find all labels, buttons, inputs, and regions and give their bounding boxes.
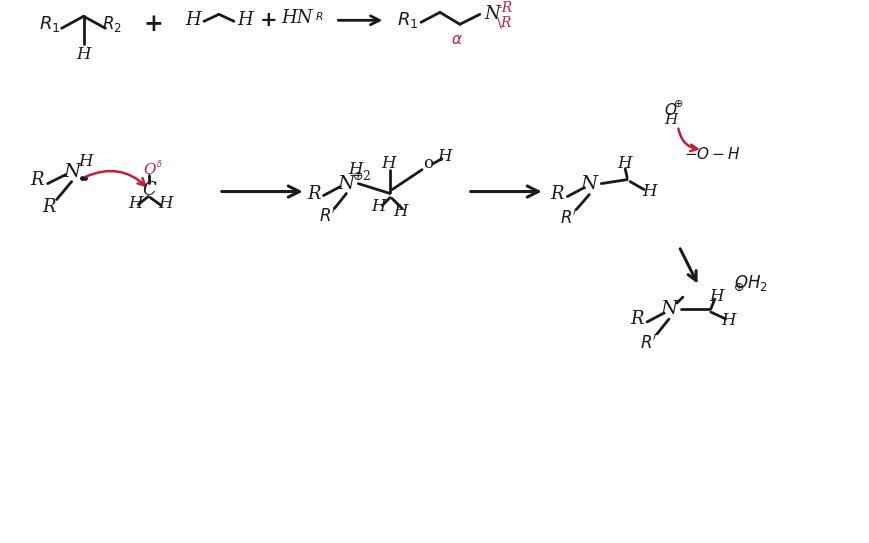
Text: H: H [76,46,90,62]
Text: $R'$: $R'$ [318,207,336,226]
Text: $R_2$: $R_2$ [102,14,121,34]
Text: H: H [616,155,631,172]
Text: $O$: $O$ [664,102,677,118]
Text: H: H [393,203,407,220]
Text: C: C [143,181,156,199]
Text: H: H [720,312,735,330]
Text: +: + [260,10,277,30]
Text: H: H [370,198,385,215]
Text: N: N [580,175,597,193]
Text: H: H [348,161,362,178]
Text: HN: HN [281,9,312,27]
Text: H: H [185,11,201,29]
Text: R: R [307,185,320,203]
Text: H: H [664,113,677,127]
Text: $_R$: $_R$ [315,9,323,23]
Text: N: N [337,175,355,193]
Text: 2: 2 [362,170,370,183]
Text: H: H [381,155,395,172]
Text: $^{\delta}$: $^{\delta}$ [156,160,163,169]
Text: $\backslash$R: $\backslash$R [496,14,513,30]
Text: O: O [143,163,156,176]
Text: o: o [422,155,433,172]
Text: H: H [128,195,143,212]
Text: $\alpha$: $\alpha$ [450,33,462,47]
Text: N: N [63,163,80,181]
Text: H: H [641,183,655,200]
Text: H: H [158,195,172,212]
Text: H: H [709,288,723,305]
Text: $-O-H$: $-O-H$ [684,146,740,162]
Text: $\oplus$: $\oplus$ [672,98,682,110]
Text: H: H [78,153,93,170]
Text: R: R [550,185,564,203]
Text: $R'$: $R'$ [560,209,578,228]
Text: $R_1$: $R_1$ [397,10,418,30]
Text: -R: -R [496,1,512,15]
Text: +: + [143,12,163,36]
Text: H: H [236,11,252,29]
Text: $R'$: $R'$ [640,333,657,352]
Text: $OH_2$: $OH_2$ [733,273,766,293]
Text: N: N [660,300,677,318]
Text: R: R [630,310,643,328]
Text: N: N [483,5,499,23]
Text: H: H [437,148,452,165]
Text: $\oplus$: $\oplus$ [733,281,744,294]
Text: R: R [30,171,43,188]
Text: $\oplus$: $\oplus$ [351,170,362,183]
Text: R: R [42,199,56,217]
Text: $R_1$: $R_1$ [39,14,60,34]
